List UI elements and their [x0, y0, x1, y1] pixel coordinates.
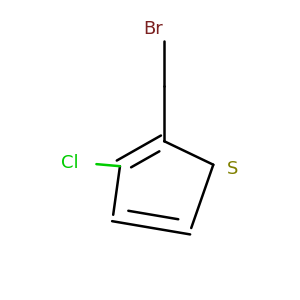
Text: S: S	[226, 160, 238, 178]
Text: Cl: Cl	[61, 154, 79, 172]
Text: Br: Br	[143, 20, 163, 38]
